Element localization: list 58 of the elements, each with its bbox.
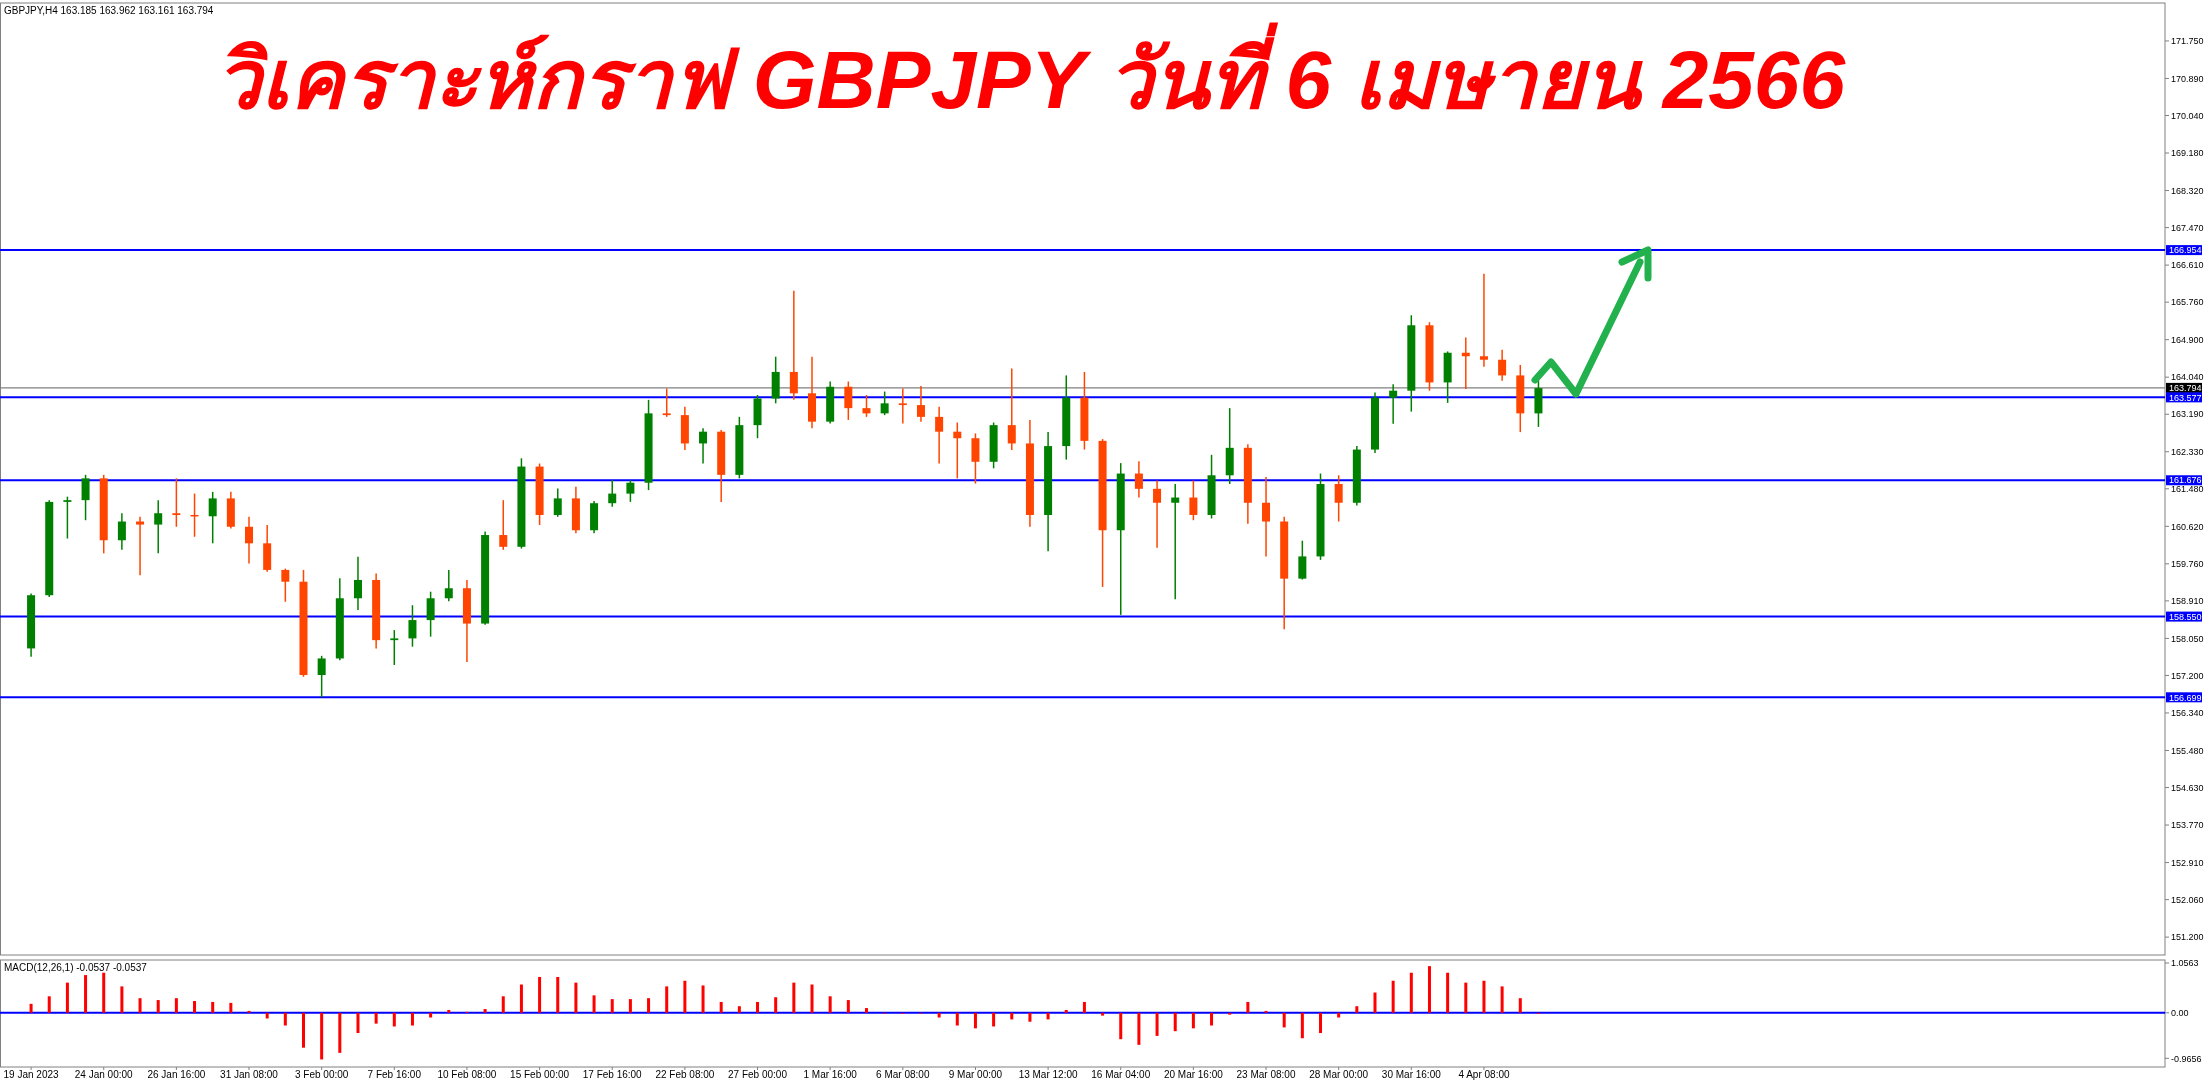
y-tick-label: 1.0563 bbox=[2171, 958, 2199, 969]
x-tick-label: 24 Jan 00:00 bbox=[74, 1069, 134, 1080]
x-tick-label: 9 Mar 00:00 bbox=[948, 1069, 1003, 1080]
y-tick-label: 170.040 bbox=[2171, 110, 2204, 121]
x-tick-label: 3 Feb 00:00 bbox=[294, 1069, 349, 1080]
x-tick-label: 22 Feb 08:00 bbox=[655, 1069, 715, 1080]
y-tick-label: 164.040 bbox=[2171, 372, 2204, 383]
y-tick-label: -0.9656 bbox=[2171, 1053, 2202, 1064]
y-tick-label: 169.180 bbox=[2171, 148, 2204, 159]
x-tick-label: 28 Mar 00:00 bbox=[1309, 1069, 1369, 1080]
y-tick-label: 158.050 bbox=[2171, 633, 2204, 644]
y-tick-label: 166.610 bbox=[2171, 260, 2204, 271]
x-tick-label: 13 Mar 12:00 bbox=[1018, 1069, 1078, 1080]
y-tick-label: 160.620 bbox=[2171, 521, 2204, 532]
y-tick-label: 157.200 bbox=[2171, 670, 2204, 681]
y-tick-label: 165.760 bbox=[2171, 297, 2204, 308]
y-tick-label: 167.470 bbox=[2171, 222, 2204, 233]
ref-line-label: 161.676 bbox=[2169, 475, 2202, 486]
y-tick-label: 155.480 bbox=[2171, 745, 2204, 756]
x-tick-label: 17 Feb 16:00 bbox=[582, 1069, 643, 1080]
x-tick-label: 27 Feb 00:00 bbox=[728, 1069, 788, 1080]
x-tick-label: 4 Apr 08:00 bbox=[1458, 1069, 1510, 1080]
y-tick-label: 164.900 bbox=[2171, 334, 2204, 345]
y-tick-label: 161.480 bbox=[2171, 484, 2204, 495]
x-tick-label: 15 Feb 00:00 bbox=[510, 1069, 570, 1080]
chart-title: MACD(12,26,1) -0.0537 -0.0537 bbox=[4, 962, 148, 973]
x-tick-label: 31 Jan 08:00 bbox=[220, 1069, 279, 1080]
ref-line-label: 158.550 bbox=[2169, 611, 2202, 622]
y-tick-label: 152.910 bbox=[2171, 857, 2204, 868]
y-tick-label: 156.340 bbox=[2171, 708, 2204, 719]
chart-title: วิเคราะห์กราฟ GBPJPY วันที่ 6 เมษายน 2566 bbox=[214, 22, 1847, 125]
ref-line-label: 156.699 bbox=[2169, 692, 2202, 703]
y-tick-label: 158.910 bbox=[2171, 596, 2204, 607]
y-tick-label: 0.00 bbox=[2171, 1007, 2189, 1018]
y-tick-label: 151.200 bbox=[2171, 932, 2204, 943]
x-tick-label: 6 Mar 08:00 bbox=[876, 1069, 930, 1080]
annotation: GBPJPY,H4 163.185 163.962 163.161 163.794 bbox=[4, 5, 214, 16]
x-tick-label: 19 Jan 2023 bbox=[3, 1069, 60, 1080]
x-tick-label: 10 Feb 08:00 bbox=[437, 1069, 497, 1080]
y-tick-label: 170.890 bbox=[2171, 73, 2204, 84]
y-tick-label: 163.190 bbox=[2171, 409, 2204, 420]
ref-line-label: 163.794 bbox=[2169, 383, 2202, 394]
ref-line-label: 163.577 bbox=[2169, 392, 2202, 403]
x-tick-label: 20 Mar 16:00 bbox=[1163, 1069, 1224, 1080]
y-tick-label: 171.750 bbox=[2171, 36, 2204, 47]
x-tick-label: 26 Jan 16:00 bbox=[147, 1069, 206, 1080]
x-tick-label: 7 Feb 16:00 bbox=[367, 1069, 422, 1080]
y-tick-label: 154.630 bbox=[2171, 782, 2204, 793]
x-tick-label: 16 Mar 04:00 bbox=[1091, 1069, 1151, 1080]
x-tick-label: 1 Mar 16:00 bbox=[803, 1069, 858, 1080]
y-tick-label: 159.760 bbox=[2171, 559, 2204, 570]
y-tick-label: 168.320 bbox=[2171, 185, 2204, 196]
ref-line-label: 166.954 bbox=[2169, 245, 2202, 256]
y-tick-label: 152.060 bbox=[2171, 894, 2204, 905]
x-tick-label: 23 Mar 08:00 bbox=[1236, 1069, 1296, 1080]
y-tick-label: 153.770 bbox=[2171, 820, 2204, 831]
x-tick-label: 30 Mar 16:00 bbox=[1381, 1069, 1442, 1080]
y-tick-label: 162.330 bbox=[2171, 446, 2204, 457]
